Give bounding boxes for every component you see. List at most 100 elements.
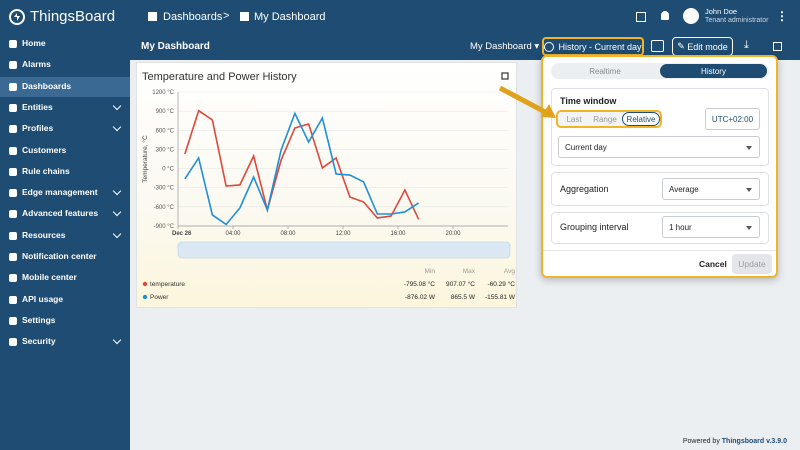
divider xyxy=(543,250,776,251)
nav-item[interactable]: Rule chains xyxy=(22,165,70,176)
fullscreen-icon[interactable] xyxy=(501,72,509,80)
nav-item[interactable]: Customers xyxy=(22,144,67,155)
chart-widget xyxy=(136,62,517,308)
interval-select[interactable]: Current day xyxy=(558,136,760,158)
y-tick-label: -600 °C xyxy=(154,205,175,211)
user-role: Tenant administrator xyxy=(705,17,769,24)
x-tick-label: Dec 26 xyxy=(172,231,192,237)
nav-item[interactable]: Settings xyxy=(22,314,56,325)
legend-stat: 865.5 W xyxy=(451,294,476,301)
nav-item[interactable]: Notification center xyxy=(22,251,97,261)
dashboard-title: My Dashboard xyxy=(141,41,210,52)
nav-icon xyxy=(9,40,17,48)
y-tick-label: -300 °C xyxy=(154,186,175,192)
time-window-section xyxy=(551,88,769,166)
nav-icon xyxy=(9,210,17,219)
cancel-button[interactable]: Cancel xyxy=(699,259,727,269)
section-title: Time window xyxy=(560,96,617,106)
dashboard-select-text: My Dashboard xyxy=(470,41,532,52)
nav-icon xyxy=(9,231,17,240)
dashboard-icon xyxy=(240,12,249,21)
history-tab[interactable]: History xyxy=(660,64,767,78)
y-tick-label: 600 °C xyxy=(156,128,175,134)
active-highlight xyxy=(0,76,130,97)
y-tick-label: -900 °C xyxy=(154,224,175,230)
nav-item[interactable]: Edge management xyxy=(22,187,98,198)
legend-dot xyxy=(142,281,148,287)
range-navigator[interactable] xyxy=(177,241,511,259)
clock-icon xyxy=(544,41,555,52)
timewindow-text: History - Current day xyxy=(558,41,642,52)
nav-icon xyxy=(9,295,17,304)
legend-header: Max xyxy=(463,268,476,275)
fullscreen-button[interactable] xyxy=(773,42,782,51)
timezone-button[interactable]: UTC+02:00 xyxy=(705,108,760,130)
logo xyxy=(9,9,25,25)
download-button[interactable]: ⤓ xyxy=(744,39,749,51)
more-button[interactable]: ⋮ xyxy=(776,9,788,23)
dashboard-select[interactable]: My Dashboard ▾ xyxy=(470,41,540,52)
nav-icon xyxy=(9,338,17,347)
legend-stat: -155.81 W xyxy=(485,294,516,301)
breadcrumb: My Dashboard xyxy=(254,11,326,23)
nav-icon xyxy=(9,253,17,261)
y-axis-label: Temperature, °C xyxy=(141,135,149,183)
layout-button[interactable] xyxy=(651,40,664,52)
mode-relative[interactable]: Relative xyxy=(622,112,660,126)
nav-item[interactable]: Entities xyxy=(22,101,53,112)
nav-icon xyxy=(9,274,17,283)
aggregation-section xyxy=(551,172,769,206)
footer: Powered by Thingsboard v.3.9.0 xyxy=(683,438,787,445)
nav-item[interactable]: API usage xyxy=(22,293,64,304)
nav-icon xyxy=(9,103,17,112)
mode-range[interactable]: Range xyxy=(593,114,617,124)
nav-item[interactable]: Security xyxy=(22,336,56,347)
nav-item[interactable]: Advanced features xyxy=(22,208,99,219)
y-tick-label: 900 °C xyxy=(156,109,175,115)
x-tick-label: 20:00 xyxy=(445,231,461,237)
footer-version[interactable]: Thingsboard v.3.9.0 xyxy=(721,438,787,445)
sidebar xyxy=(0,0,130,450)
legend-header: Min xyxy=(425,268,436,275)
nav-item[interactable]: Resources xyxy=(22,229,66,240)
edit-mode-button[interactable]: ✎ Edit mode xyxy=(672,37,733,56)
nav-icon xyxy=(9,82,17,91)
y-tick-label: 1200 °C xyxy=(152,90,174,96)
nav-item[interactable]: Mobile center xyxy=(22,272,77,283)
chart: Temperature and Power History Temperature… xyxy=(141,71,516,301)
nav-icon xyxy=(9,189,17,198)
timewindow-button[interactable]: History - Current day xyxy=(542,37,644,56)
breadcrumb[interactable]: Dashboards xyxy=(163,11,223,23)
update-button[interactable]: Update xyxy=(732,254,772,274)
nav-icon xyxy=(9,61,17,70)
notifications-button[interactable] xyxy=(661,11,669,20)
legend-header: Avg xyxy=(504,268,515,275)
grouping-label: Grouping interval xyxy=(560,222,629,232)
x-tick-label: 08:00 xyxy=(280,231,296,237)
legend-stat: 907.07 °C xyxy=(446,280,475,288)
nav-item[interactable]: Home xyxy=(22,38,46,48)
legend-label[interactable]: temperature xyxy=(150,281,185,288)
nav-icon xyxy=(9,125,17,134)
dashboards-icon xyxy=(148,12,157,21)
x-tick-label: 12:00 xyxy=(335,231,351,237)
aggregation-select[interactable]: Average xyxy=(662,178,760,200)
nav-item[interactable]: Profiles xyxy=(22,123,54,134)
brand[interactable]: ThingsBoard xyxy=(30,8,116,25)
y-tick-label: 300 °C xyxy=(156,147,175,153)
fullscreen-button[interactable] xyxy=(636,12,646,22)
nav-item[interactable]: Dashboards xyxy=(22,80,72,91)
chart-title: Temperature and Power History xyxy=(142,71,297,83)
avatar[interactable] xyxy=(683,8,699,24)
realtime-tab[interactable]: Realtime xyxy=(589,66,621,76)
legend-label[interactable]: Power xyxy=(150,294,169,301)
grouping-select[interactable]: 1 hour xyxy=(662,216,760,238)
legend-dot xyxy=(142,294,148,300)
legend-stat: -876.02 W xyxy=(405,294,436,301)
edit-mode-text: Edit mode xyxy=(687,41,728,52)
user-name: John Doe xyxy=(705,7,738,16)
x-tick-label: 16:00 xyxy=(390,231,406,237)
mode-last[interactable]: Last xyxy=(566,114,582,124)
nav-item[interactable]: Alarms xyxy=(22,59,51,70)
